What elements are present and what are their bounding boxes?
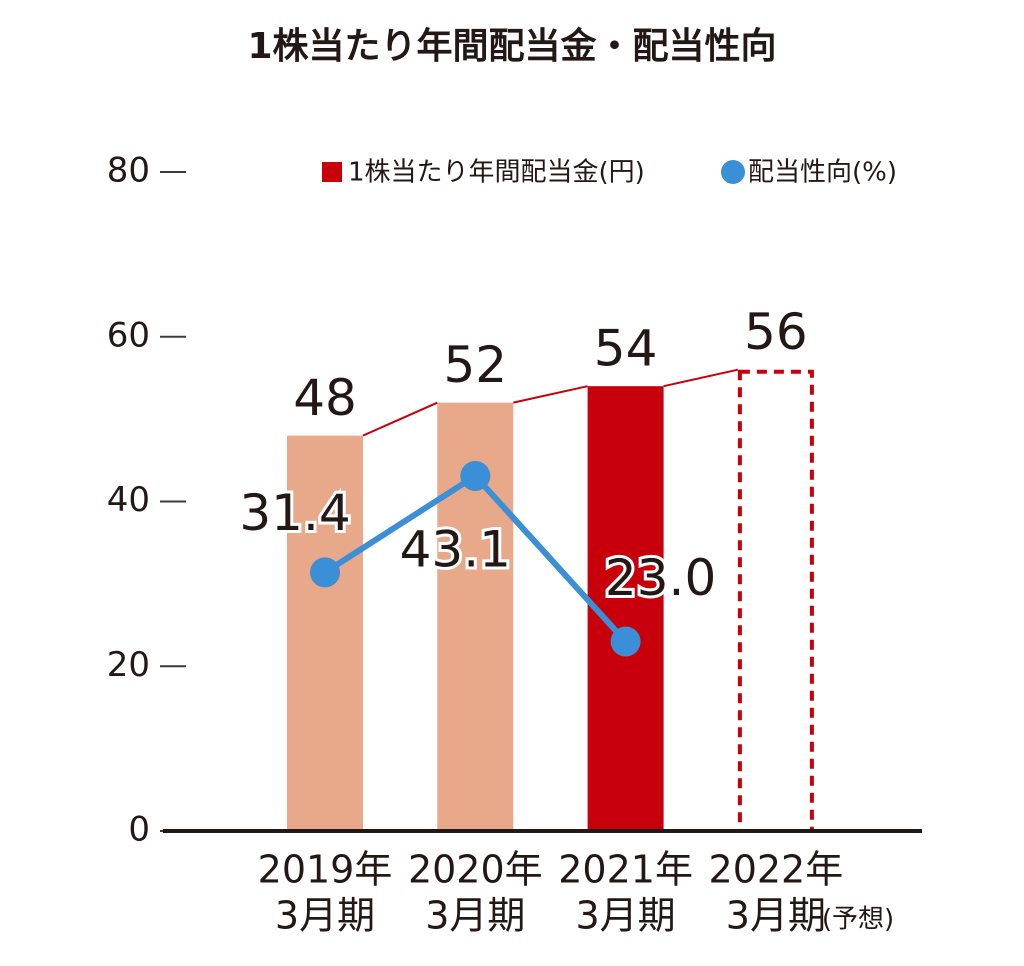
x-tick-label: 3月期 bbox=[726, 894, 826, 938]
x-tick-label: 2020年 bbox=[408, 848, 543, 892]
y-tick-label: 0 bbox=[128, 810, 150, 850]
legend-swatch bbox=[322, 162, 342, 182]
chart-title: 1株当たり年間配当金・配当性向 bbox=[247, 25, 776, 67]
bar bbox=[287, 435, 363, 831]
bar-value-label: 56 bbox=[744, 303, 808, 361]
ratio-value-label: 43.1 bbox=[400, 520, 511, 578]
x-tick-label: 2019年 bbox=[258, 848, 393, 892]
bar bbox=[737, 369, 814, 833]
legend-label: 配当性向(%) bbox=[748, 158, 897, 188]
x-tick-note: (予想) bbox=[822, 905, 894, 935]
y-tick-label: 40 bbox=[107, 480, 150, 520]
bar-value-label: 54 bbox=[594, 320, 658, 378]
ratio-point bbox=[310, 557, 340, 588]
legend-swatch bbox=[721, 160, 745, 184]
x-tick-label: 3月期 bbox=[425, 894, 525, 938]
ratio-point bbox=[610, 626, 641, 657]
x-tick-label: 3月期 bbox=[275, 894, 375, 938]
y-tick-label: 20 bbox=[107, 645, 150, 685]
bar-value-label: 52 bbox=[443, 336, 507, 394]
ratio-point bbox=[460, 460, 491, 491]
x-tick-label: 2021年 bbox=[558, 848, 693, 892]
y-tick-label: 80 bbox=[107, 151, 150, 191]
legend-label: 1株当たり年間配当金(円) bbox=[348, 158, 645, 188]
x-tick-label: 3月期 bbox=[576, 894, 676, 938]
bar-value-label: 48 bbox=[293, 369, 357, 427]
ratio-value-label: 23.0 bbox=[605, 549, 716, 607]
bar-trend-line bbox=[513, 385, 588, 404]
bar bbox=[587, 386, 664, 831]
ratio-value-label: 31.4 bbox=[239, 484, 350, 542]
bar-trend-line bbox=[362, 401, 438, 437]
bar-trend-line bbox=[663, 368, 739, 388]
y-tick-label: 60 bbox=[107, 315, 150, 355]
x-tick-label: 2022年 bbox=[709, 848, 844, 892]
